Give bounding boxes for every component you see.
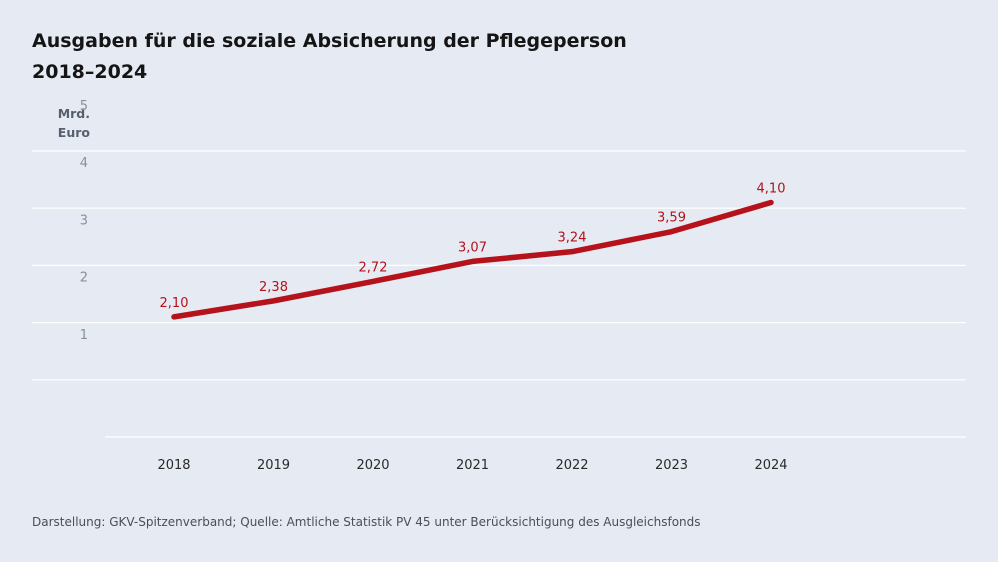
y-tick-label-2: 2 [80,271,88,286]
x-tick-label-2022: 2022 [555,458,588,473]
y-tick-label-5: 5 [80,99,88,114]
x-tick-label-2023: 2023 [655,458,688,473]
data-label-2021: 3,07 [458,240,487,255]
chart-title-line-1: Ausgaben für die soziale Absicherung der… [32,30,627,52]
chart-title: Ausgaben für die soziale Absicherung der… [32,26,627,88]
source-footnote: Darstellung: GKV-Spitzenverband; Quelle:… [32,515,701,529]
data-label-2019: 2,38 [259,280,288,295]
x-tick-label-2021: 2021 [456,458,489,473]
y-tick-label-1: 1 [80,328,88,343]
data-label-2023: 3,59 [657,211,686,226]
x-tick-label-2024: 2024 [754,458,787,473]
data-label-2022: 3,24 [558,231,587,246]
data-label-2024: 4,10 [757,181,786,196]
data-label-2020: 2,72 [359,260,388,275]
x-tick-label-2019: 2019 [257,458,290,473]
data-label-2018: 2,10 [160,296,189,311]
y-tick-label-3: 3 [80,213,88,228]
y-axis-unit-line-2: Euro [57,125,90,140]
y-axis-unit-label: Mrd. Euro [48,104,90,142]
x-tick-label-2020: 2020 [356,458,389,473]
x-tick-label-2018: 2018 [157,458,190,473]
y-tick-label-4: 4 [80,156,88,171]
y-axis-unit-line-1: Mrd. [57,106,90,121]
chart-title-line-2: 2018–2024 [32,61,148,83]
